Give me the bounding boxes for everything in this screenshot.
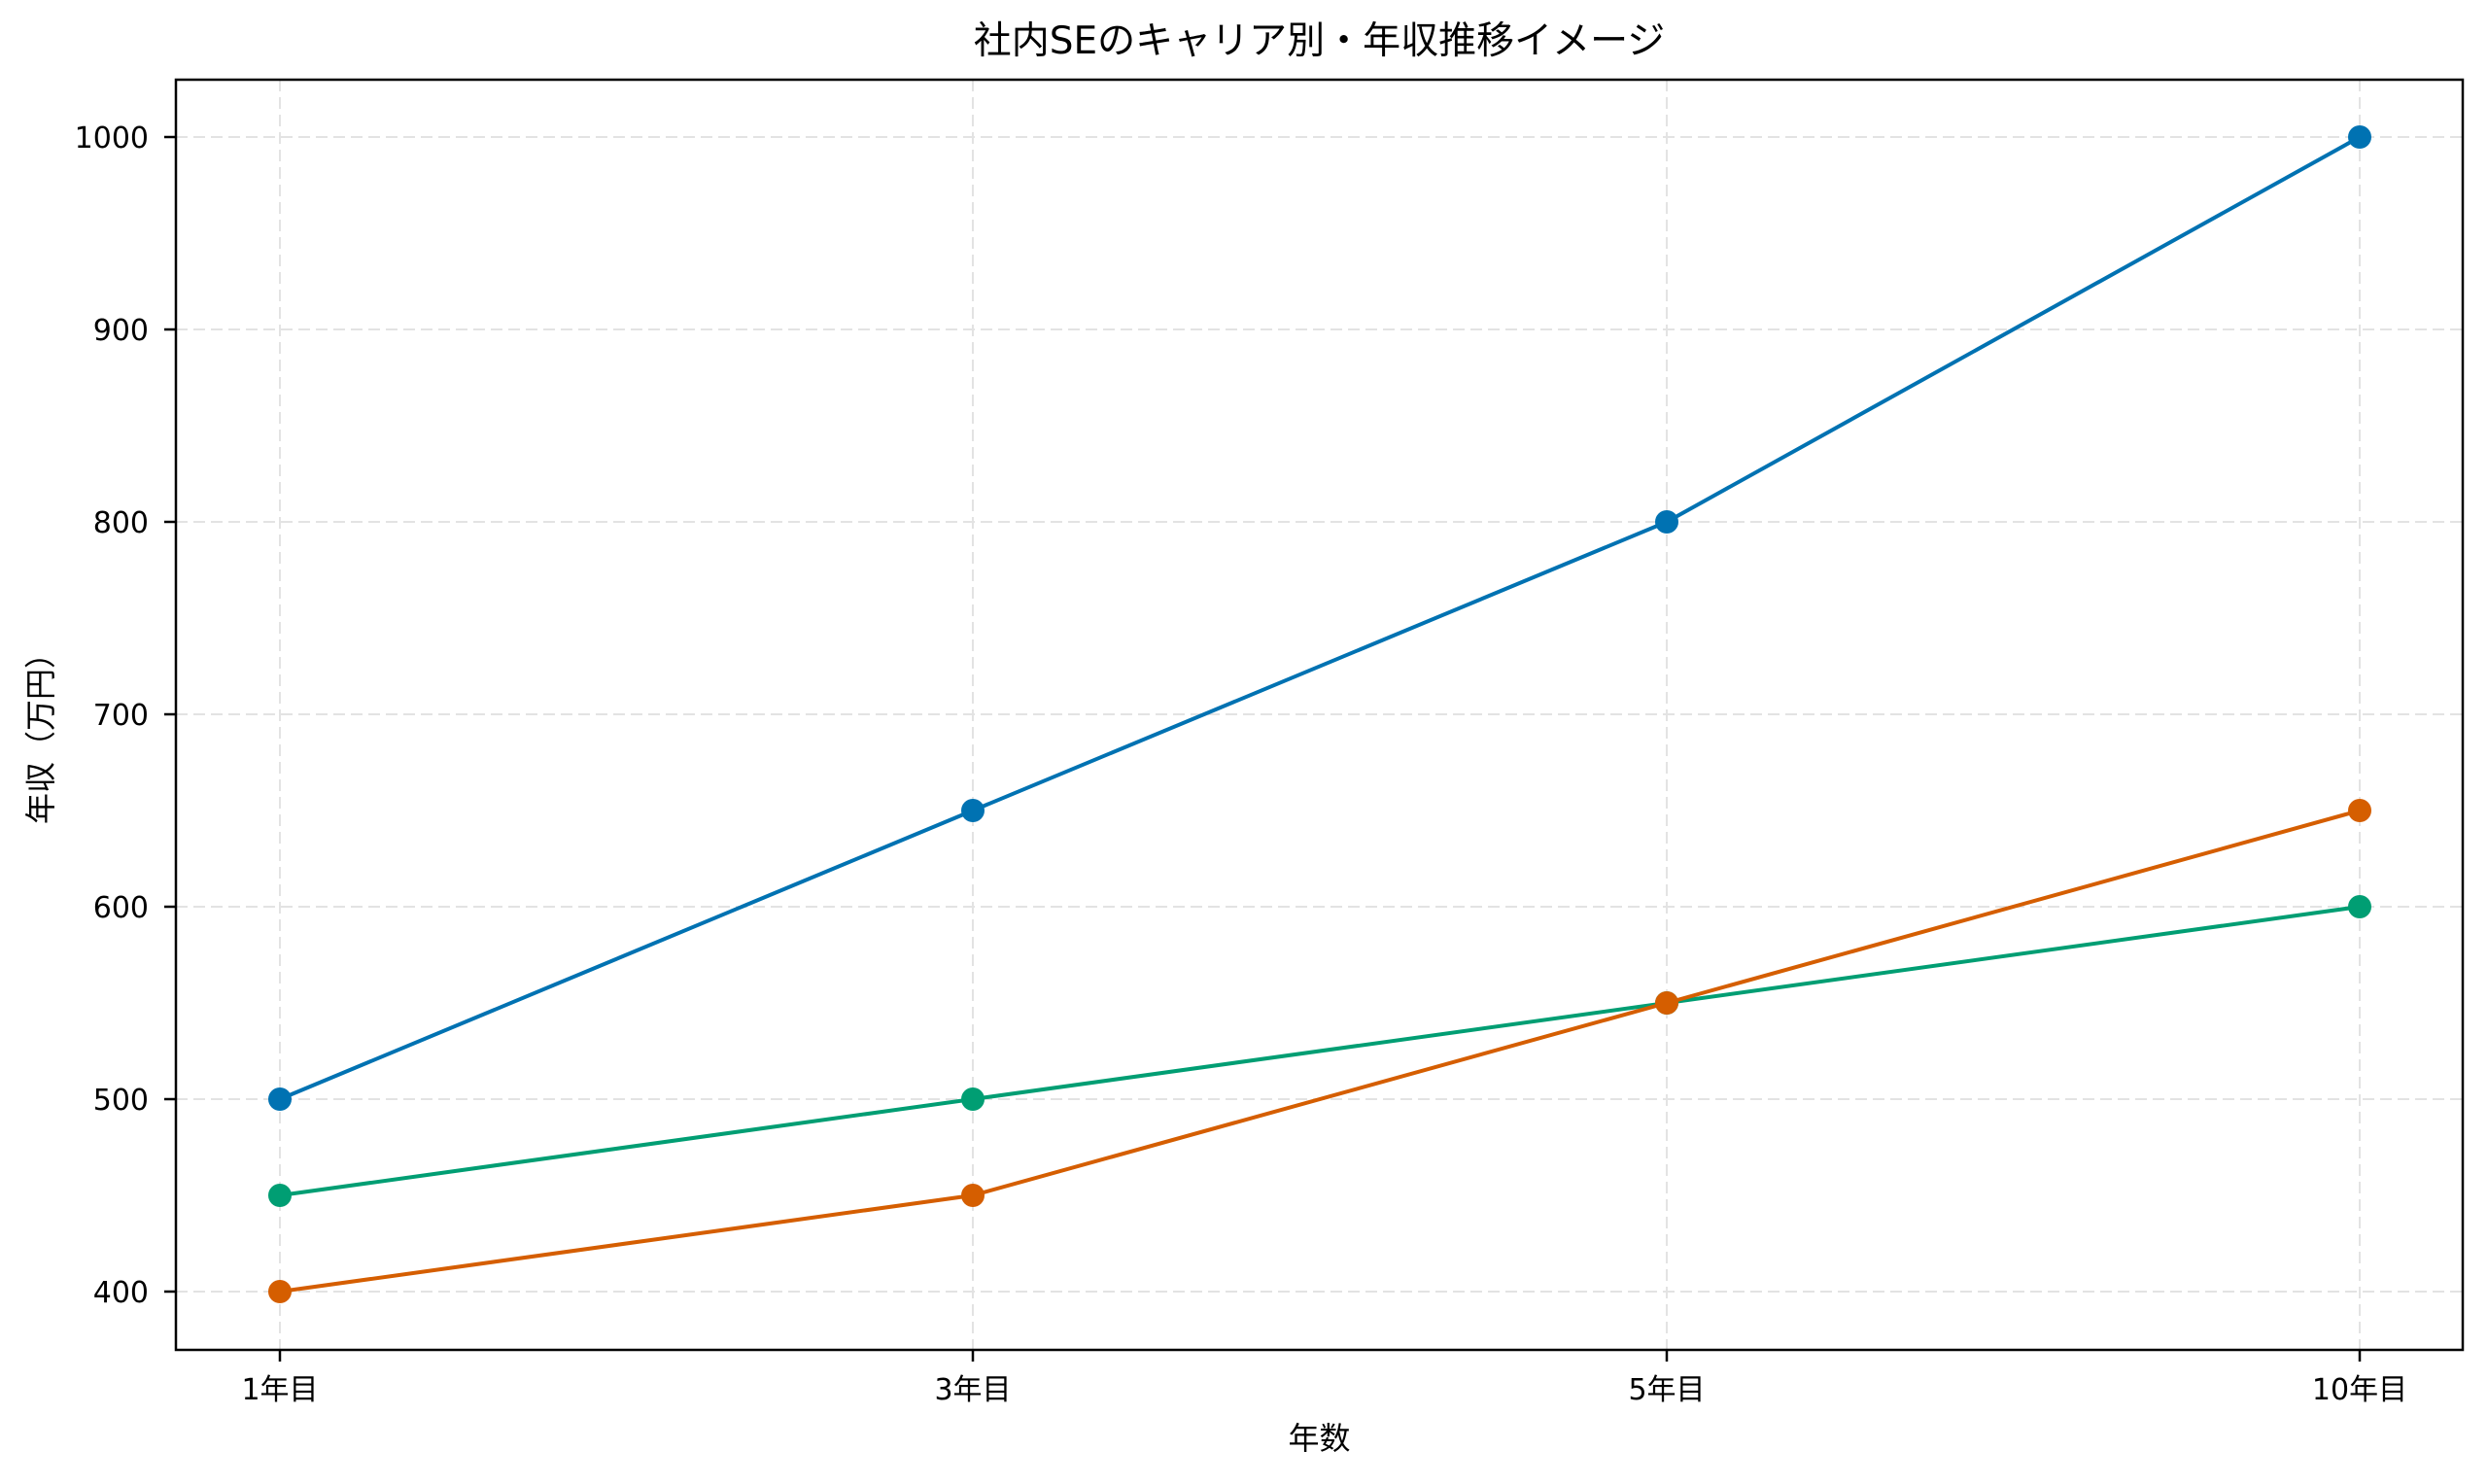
x-tick-label: 5年目 bbox=[1628, 1373, 1705, 1407]
x-axis: 1年目 3年目 5年目 10年目 bbox=[241, 1350, 2407, 1407]
y-axis: 400 500 600 700 800 900 1000 bbox=[75, 121, 176, 1310]
series-line bbox=[279, 135, 2361, 1101]
data-point-marker[interactable] bbox=[1655, 991, 1678, 1015]
chart-title: 社内SEのキャリア別・年収推移イメージ bbox=[973, 19, 1666, 63]
series-2 bbox=[268, 895, 2371, 1207]
series-3 bbox=[268, 799, 2371, 1303]
data-point-marker[interactable] bbox=[2348, 799, 2371, 822]
x-tick-label: 3年目 bbox=[934, 1373, 1011, 1407]
y-tick-label: 1000 bbox=[75, 121, 149, 155]
x-tick-label: 10年目 bbox=[2312, 1373, 2407, 1407]
y-tick-label: 500 bbox=[93, 1084, 149, 1118]
data-point-marker[interactable] bbox=[1655, 510, 1678, 534]
x-axis-label: 年数 bbox=[1288, 1420, 1351, 1457]
y-tick-label: 700 bbox=[93, 699, 149, 733]
data-point-marker[interactable] bbox=[2348, 895, 2371, 918]
y-tick-label: 600 bbox=[93, 891, 149, 925]
data-point-marker[interactable] bbox=[268, 1280, 292, 1303]
data-point-marker[interactable] bbox=[961, 799, 985, 822]
y-tick-label: 400 bbox=[93, 1276, 149, 1310]
series-line bbox=[279, 905, 2361, 1197]
data-point-marker[interactable] bbox=[268, 1184, 292, 1207]
data-point-marker[interactable] bbox=[961, 1087, 985, 1111]
data-point-marker[interactable] bbox=[268, 1087, 292, 1111]
x-tick-label: 1年目 bbox=[241, 1373, 318, 1407]
data-point-marker[interactable] bbox=[961, 1184, 985, 1207]
data-point-marker[interactable] bbox=[2348, 125, 2371, 149]
y-tick-label: 800 bbox=[93, 506, 149, 540]
y-tick-label: 900 bbox=[93, 314, 149, 348]
series-lines bbox=[268, 125, 2371, 1303]
series-1 bbox=[268, 125, 2371, 1111]
series-line bbox=[279, 809, 2361, 1294]
